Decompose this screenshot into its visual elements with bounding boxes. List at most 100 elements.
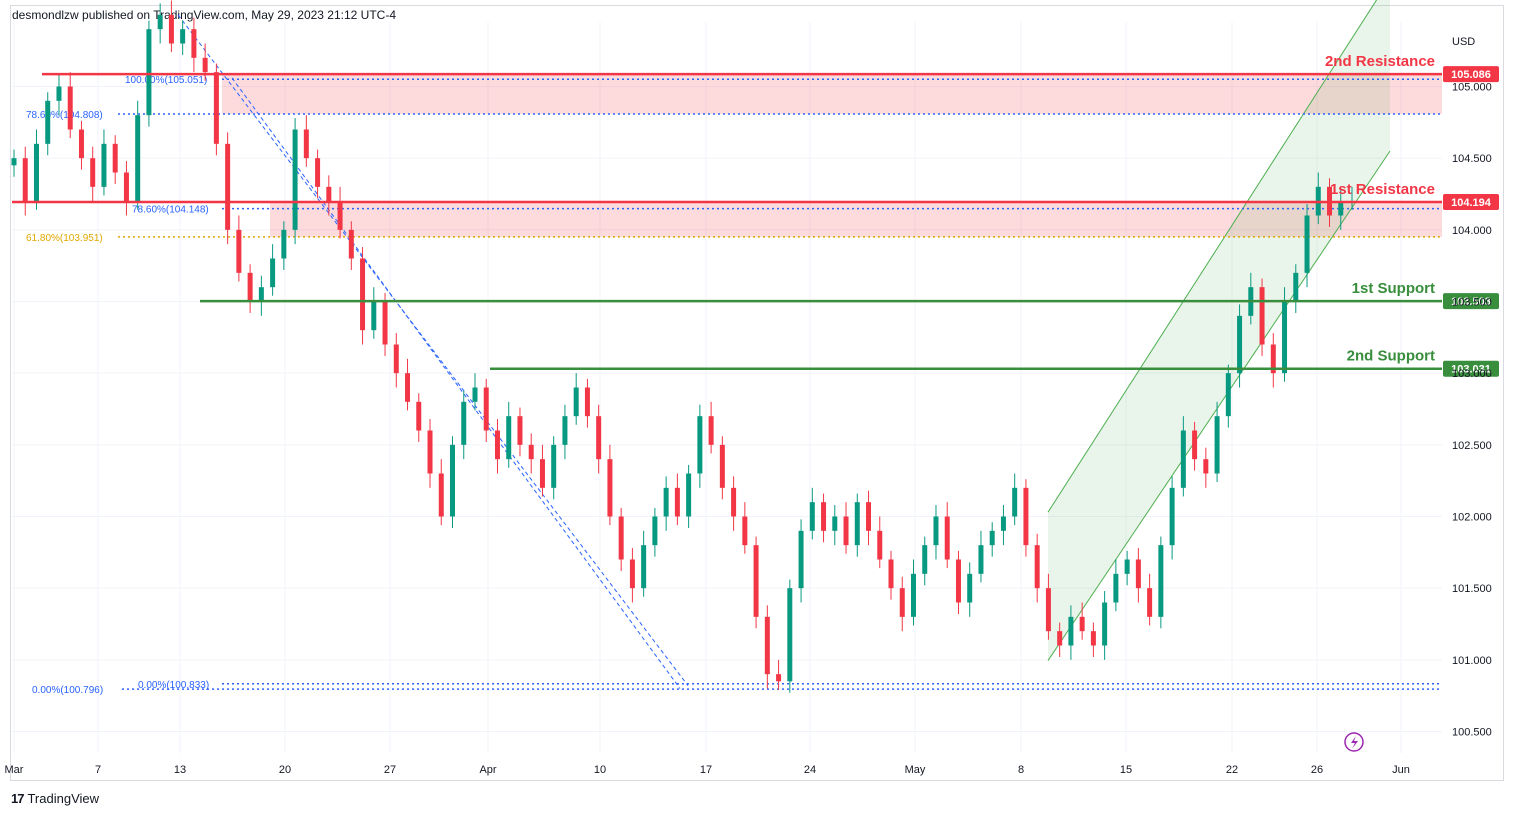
x-tick-label: 7 bbox=[95, 764, 101, 776]
candle-body bbox=[910, 573, 916, 617]
candle-body bbox=[1102, 602, 1108, 646]
level-title: 2nd Resistance bbox=[1325, 53, 1435, 70]
candle-body bbox=[922, 545, 928, 574]
candle-body bbox=[1124, 559, 1130, 574]
y-tick-label: 103.000 bbox=[1452, 368, 1492, 380]
x-tick-label: May bbox=[905, 764, 926, 776]
candle-body bbox=[989, 530, 995, 546]
candle-body bbox=[1180, 430, 1186, 488]
candle-body bbox=[596, 416, 602, 460]
candle-body bbox=[1135, 559, 1141, 589]
candle-body bbox=[573, 387, 579, 417]
candle-body bbox=[191, 29, 197, 58]
candle-body bbox=[1293, 272, 1299, 302]
candle-body bbox=[112, 143, 118, 173]
candle-body bbox=[427, 430, 433, 474]
candle-body bbox=[90, 158, 96, 187]
tradingview-footer: 17 TradingView bbox=[11, 791, 99, 806]
candle-body bbox=[562, 416, 568, 445]
lightning-icon[interactable] bbox=[1344, 732, 1364, 752]
fib-level-label: 0.00%(100.796) bbox=[32, 685, 103, 696]
candle-body bbox=[551, 444, 557, 488]
level-price-tag bbox=[1443, 194, 1499, 211]
candle-body bbox=[315, 158, 321, 187]
candle-body bbox=[326, 186, 332, 202]
level-price-label: 103.503 bbox=[1451, 296, 1491, 308]
x-tick-label: 13 bbox=[174, 764, 186, 776]
candle-body bbox=[933, 516, 939, 546]
candle-body bbox=[292, 129, 298, 230]
candle-body bbox=[753, 545, 759, 617]
candle-body bbox=[1270, 344, 1276, 374]
candle-body bbox=[719, 444, 725, 488]
x-tick-label: Apr bbox=[479, 764, 496, 776]
candle-body bbox=[978, 545, 984, 574]
candle-body bbox=[213, 72, 219, 144]
candle-body bbox=[1079, 616, 1085, 632]
x-tick-label: 15 bbox=[1120, 764, 1132, 776]
candlestick-series bbox=[11, 0, 1355, 693]
candle-body bbox=[866, 502, 872, 531]
candle-body bbox=[1068, 616, 1074, 646]
candle-body bbox=[225, 143, 231, 230]
candle-body bbox=[506, 416, 512, 460]
candle-body bbox=[1057, 631, 1063, 646]
tradingview-brand: TradingView bbox=[27, 791, 100, 806]
candle-body bbox=[697, 416, 703, 474]
fib-level-label: 78.60%(104.808) bbox=[26, 110, 103, 121]
candle-body bbox=[11, 158, 17, 166]
candle-body bbox=[899, 588, 905, 617]
x-tick-label: 22 bbox=[1226, 764, 1238, 776]
level-price-tag bbox=[1443, 293, 1499, 310]
y-tick-label: 101.500 bbox=[1452, 583, 1492, 595]
price-axis: USD105.000104.500104.000103.500103.00010… bbox=[1452, 36, 1492, 739]
candle-body bbox=[1012, 487, 1018, 517]
price-chart[interactable]: 100.00%(105.051) 78.60%(104.808) 78.60%(10… bbox=[0, 0, 1513, 790]
fib-level-label: 0.00%(100.833) bbox=[138, 680, 209, 691]
x-tick-label: 20 bbox=[279, 764, 291, 776]
candle-body bbox=[348, 229, 354, 259]
candle-body bbox=[967, 573, 973, 603]
candle-body bbox=[33, 143, 39, 202]
y-tick-label: 103.500 bbox=[1452, 297, 1492, 309]
candle-body bbox=[180, 29, 186, 44]
candle-body bbox=[416, 401, 422, 431]
candle-body bbox=[270, 258, 276, 288]
candle-body bbox=[955, 559, 961, 603]
candle-body bbox=[607, 459, 613, 517]
candle-body bbox=[652, 516, 658, 546]
y-tick-label: 100.500 bbox=[1452, 727, 1492, 739]
y-tick-label: 102.500 bbox=[1452, 440, 1492, 452]
fib-level-label: 78.60%(104.148) bbox=[132, 205, 209, 216]
x-tick-label: 8 bbox=[1018, 764, 1024, 776]
candle-body bbox=[360, 258, 366, 331]
candle-body bbox=[67, 86, 73, 130]
candle-body bbox=[236, 229, 242, 273]
candle-body bbox=[123, 172, 129, 202]
level-price-label: 104.194 bbox=[1451, 197, 1492, 209]
candle-body bbox=[1214, 416, 1220, 474]
trendline-dashed bbox=[231, 77, 681, 689]
candle-body bbox=[202, 57, 208, 73]
candle-body bbox=[1169, 487, 1175, 546]
y-tick-label: 104.000 bbox=[1452, 225, 1492, 237]
candle-body bbox=[1147, 588, 1153, 617]
candle-body bbox=[888, 559, 894, 589]
level-price-tag bbox=[1443, 66, 1499, 83]
resistance-zones bbox=[222, 74, 1442, 237]
candle-body bbox=[731, 487, 737, 517]
fib-level-label: 100.00%(105.051) bbox=[125, 75, 207, 86]
x-tick-label: 24 bbox=[804, 764, 816, 776]
y-tick-label: 105.000 bbox=[1452, 82, 1492, 94]
chart-frame bbox=[10, 5, 1504, 781]
candle-body bbox=[1259, 287, 1265, 345]
level-price-tag bbox=[1443, 360, 1499, 377]
candle-body bbox=[517, 416, 523, 445]
level-price-label: 105.086 bbox=[1451, 69, 1491, 81]
candle-body bbox=[1304, 215, 1310, 273]
candle-body bbox=[1192, 430, 1198, 460]
publisher-header: desmondlzw published on TradingView.com,… bbox=[12, 8, 396, 22]
candle-body bbox=[405, 373, 411, 402]
candle-body bbox=[641, 545, 647, 589]
candle-body bbox=[674, 487, 680, 517]
